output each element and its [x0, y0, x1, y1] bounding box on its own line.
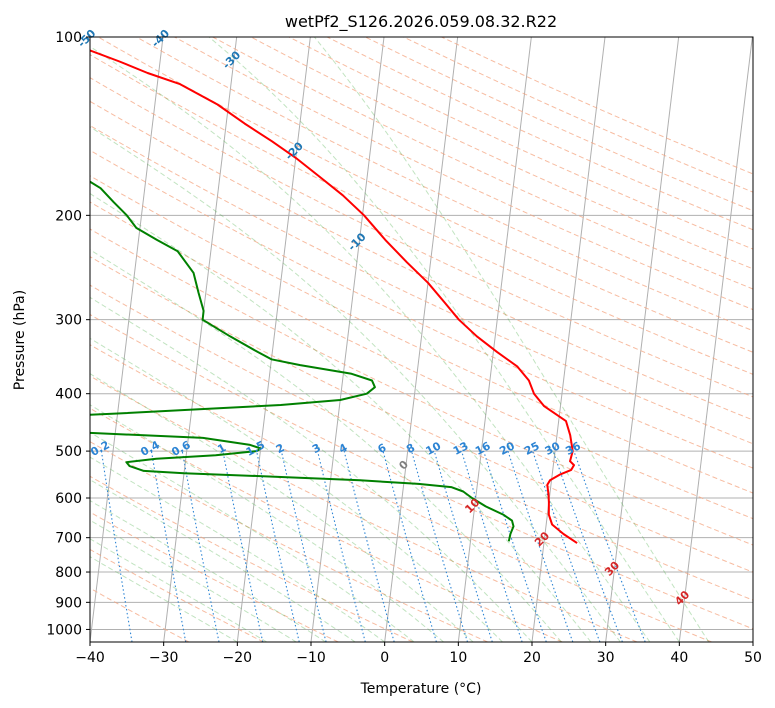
mixing-ratio-line	[181, 450, 220, 642]
y-tick-label: 400	[55, 387, 82, 403]
isotherm	[531, 37, 606, 642]
x-axis-label: Temperature (°C)	[360, 681, 482, 697]
x-tick-label: 50	[744, 650, 762, 666]
moist-adiabat	[90, 192, 592, 642]
moist-adiabat	[90, 456, 385, 642]
dry-adiabat	[90, 313, 753, 630]
mixing-ratio-label: 10	[424, 439, 444, 458]
mixing-ratio-line	[573, 450, 646, 642]
dry-adiabat	[90, 407, 563, 642]
mixing-ratio-line	[222, 450, 264, 642]
mixing-ratio-line	[382, 450, 437, 642]
mixing-ratio-label: 25	[522, 439, 542, 458]
mixing-ratio-line	[343, 450, 395, 642]
x-tick-label: 0	[380, 650, 389, 666]
dry-adiabat	[90, 228, 753, 546]
y-tick-label: 1000	[46, 622, 82, 638]
mixing-ratio-label: 20	[497, 439, 517, 458]
mixing-ratio-line	[552, 450, 623, 642]
plot-frame	[89, 36, 754, 643]
isotherm	[236, 37, 311, 642]
y-tick-label: 600	[55, 491, 82, 507]
moist-adiabat	[208, 37, 680, 642]
y-tick-label: 800	[55, 565, 82, 581]
x-tick-label: 30	[597, 650, 615, 666]
dry-adiabat	[90, 149, 753, 469]
y-tick-label: 900	[55, 595, 82, 611]
mixing-ratio-line	[483, 450, 547, 642]
x-tick-label: −40	[75, 650, 105, 666]
moist-adiabat	[90, 296, 533, 642]
sounding-profiles	[90, 49, 578, 544]
isotherm	[678, 37, 753, 642]
mixing-ratio-line	[507, 450, 574, 642]
x-tick-label: −20	[223, 650, 253, 666]
moist-adiabat	[314, 37, 710, 642]
y-tick-label: 100	[55, 30, 82, 46]
mixing-ratio-label: 13	[451, 439, 471, 458]
mixing-ratio-label: 30	[543, 439, 563, 458]
dry-adiabat	[90, 125, 753, 445]
mixing-ratio-line	[461, 450, 523, 642]
mixing-ratio-line	[280, 450, 327, 642]
temperature-line	[90, 49, 578, 544]
mixing-ratio-label: 36	[563, 439, 583, 458]
chart-title: wetPf2_S126.2026.059.08.32.R22	[285, 12, 557, 32]
dry-adiabat	[90, 256, 753, 573]
isotherm	[384, 37, 459, 642]
x-tick-label: 20	[523, 650, 541, 666]
dry-adiabat	[90, 175, 753, 494]
y-tick-label: 200	[55, 208, 82, 224]
y-axis-label: Pressure (hPa)	[12, 290, 28, 390]
y-tick-label: 700	[55, 531, 82, 547]
isotherm	[310, 37, 385, 642]
axis-ticks: −40 −30 −20 −10 0 10 20 30 40 50 100 200 300 400 500 60…	[46, 30, 762, 666]
dry-adiabat	[90, 100, 753, 421]
moist-adiabat	[90, 126, 621, 642]
mixing-ratio-line	[433, 450, 493, 642]
mixing-ratio-line	[411, 450, 469, 642]
isotherm	[90, 37, 164, 642]
isotherm	[163, 37, 238, 642]
mixing-ratio-line	[317, 450, 366, 642]
x-tick-label: 40	[670, 650, 688, 666]
mixing-ratio-line	[256, 450, 300, 642]
moist-adiabat	[90, 479, 356, 642]
moist-adiabat	[90, 519, 297, 642]
isotherm	[457, 37, 532, 642]
moist-adiabat	[90, 337, 503, 642]
dry-adiabat	[90, 587, 190, 642]
moist-adiabat	[90, 538, 268, 642]
dry-adiabat	[90, 375, 638, 642]
moist-adiabat	[90, 404, 444, 642]
x-tick-label: −10	[296, 650, 326, 666]
moist-adiabat	[90, 556, 238, 642]
mixing-ratio-line	[532, 450, 601, 642]
moist-adiabat	[90, 45, 651, 642]
dry-adiabat	[90, 475, 414, 642]
dry-adiabat	[90, 441, 488, 642]
x-tick-label: −30	[149, 650, 179, 666]
y-tick-label: 500	[55, 444, 82, 460]
dry-adiabat	[90, 77, 753, 398]
background-reference-lines	[90, 37, 753, 642]
x-tick-label: 10	[449, 650, 467, 666]
y-tick-label: 300	[55, 313, 82, 329]
mixing-ratio-label: 16	[473, 439, 493, 458]
dry-adiabat	[90, 548, 264, 642]
dewpoint-line	[90, 180, 515, 542]
